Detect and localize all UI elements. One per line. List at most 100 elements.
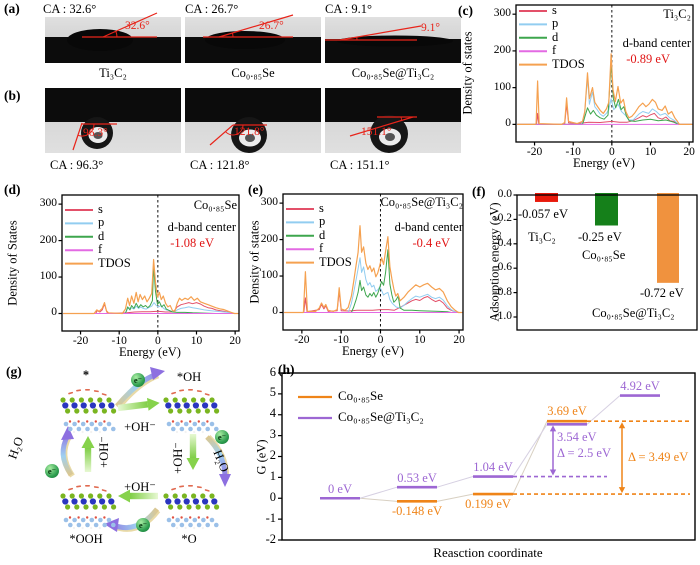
reagent-oh-bottom: +OH⁻ xyxy=(124,480,156,494)
bar-value-co085se: -0.25 eV xyxy=(578,230,622,244)
x-tick-label: 10 xyxy=(644,146,657,158)
electron-label: e⁻ xyxy=(138,519,148,530)
y-tick-label: 0.0 xyxy=(497,188,512,200)
delta-orange: Δ = 3.49 eV xyxy=(628,450,689,464)
y-tick-label: 5 xyxy=(269,385,276,400)
adsorption-bar-canvas xyxy=(513,193,698,331)
ca-label-a2: CA : 26.7° xyxy=(185,2,239,16)
y-tick-label: 200 xyxy=(493,43,511,56)
dos-d-title: Co₀.₈₅Se xyxy=(193,198,237,212)
x-tick-label: 0 xyxy=(377,334,384,346)
ca-label-b2: CA : 121.8° xyxy=(190,158,250,172)
slab-structure-star xyxy=(58,386,117,436)
y-tick-label: -0.8 xyxy=(493,285,512,298)
slab-structure-ooh xyxy=(58,482,117,532)
y-tick-label: -2 xyxy=(265,531,276,546)
dos-co085se-ti3c2-canvas xyxy=(279,193,464,334)
reagent-oh-left: +OH⁻ xyxy=(96,436,111,468)
dos-d-dband-label: d-band center xyxy=(167,220,236,234)
x-tick-label: -10 xyxy=(111,335,127,347)
material-label-co085se: Co₀.₈₅Se xyxy=(231,66,275,80)
delta-purple: Δ = 2.5 eV xyxy=(557,446,611,460)
ca-label-b1: CA : 96.3° xyxy=(50,158,104,172)
legend-co085se: Co₀.₈₅Se xyxy=(338,388,384,403)
angle-value-a3: 9.1° xyxy=(421,22,440,34)
ca-label-a3: CA : 9.1° xyxy=(325,2,373,16)
y-tick-label: 100 xyxy=(260,269,278,282)
legend-item-s: s xyxy=(552,3,557,17)
energy-xlabel: Reasction coordinate xyxy=(433,545,543,560)
y-tick-label: 200 xyxy=(260,232,278,245)
y-tick-label: 1 xyxy=(269,468,276,483)
panel-b-label: (b) xyxy=(4,88,21,103)
legend-item-f: f xyxy=(98,242,103,257)
dos-ti3c2-canvas xyxy=(512,4,694,146)
panel-c-label: (c) xyxy=(458,3,473,18)
step-label-p2: 0.53 eV xyxy=(397,471,437,485)
species-star: * xyxy=(82,368,90,382)
y-tick-label: 100 xyxy=(493,80,511,93)
bubble-photo-co085se: 121.8° xyxy=(185,88,321,153)
x-tick-label: 20 xyxy=(453,334,465,346)
y-tick-label: 100 xyxy=(39,270,57,283)
bubble-photo-ti3c2: 96.3° xyxy=(45,88,181,153)
y-tick-label: -1 xyxy=(265,510,276,525)
y-tick-label: 2 xyxy=(269,448,276,462)
x-tick-label: 10 xyxy=(414,334,426,346)
x-tick-label: -10 xyxy=(565,146,581,158)
droplet-annotation-svg xyxy=(325,25,461,63)
reagent-oh-top: +OH⁻ xyxy=(124,420,156,434)
species-oh: *OH xyxy=(176,370,202,384)
bubble-annotation-svg xyxy=(45,88,181,151)
y-tick-label: -0.6 xyxy=(493,261,512,274)
step-label-p4: 3.54 eV xyxy=(557,430,597,444)
panel-h-free-energy: (h) G (eV) Reasction coordinate Co₀.₈₅Se… xyxy=(250,360,700,565)
free-energy-canvas xyxy=(278,372,696,541)
step-label-o2: -0.148 eV xyxy=(392,504,442,518)
dos-e-dband-value: -0.4 eV xyxy=(412,236,451,250)
step-label-o3: 0.199 eV xyxy=(465,497,511,511)
legend-item-TDOS: TDOS xyxy=(98,255,131,270)
dos-c-xlabel: Energy (eV) xyxy=(573,156,635,170)
dos-co085se-canvas xyxy=(58,194,240,335)
legend-composite: Co₀.₈₅Se@Ti₃C₂ xyxy=(338,409,424,424)
electron-icon: e⁻ xyxy=(45,464,59,478)
y-tick-label: -0.4 xyxy=(493,236,512,249)
electron-icon: e⁻ xyxy=(136,518,150,532)
angle-value-a1: 32.6° xyxy=(125,20,150,32)
ca-label-b3: CA : 151.1° xyxy=(330,158,390,172)
contact-angle-photo-ti3c2: 32.6° xyxy=(45,12,181,63)
y-tick-label: -0.2 xyxy=(493,212,512,225)
slab-structure-oh xyxy=(161,386,220,436)
angle-value-b1: 96.3° xyxy=(83,127,108,139)
reagent-oh-right: +OH⁻ xyxy=(170,442,185,474)
panel-b: (b) 96.3° 121.8° xyxy=(0,87,461,178)
y-tick-label: 0 xyxy=(505,117,511,130)
ca-label-a1: CA : 32.6° xyxy=(43,2,97,16)
slab-structure-svg xyxy=(163,485,220,530)
legend-item-d: d xyxy=(98,228,105,243)
angle-value-b3: 151.1° xyxy=(361,126,392,138)
dos-c-title: Ti₃C₂ xyxy=(663,7,691,21)
panel-g-oer-cycle: (g) xyxy=(0,360,250,565)
bar-material-composite: Co₀.₈₅Se@Ti₃C₂ xyxy=(592,306,675,320)
legend-item-TDOS: TDOS xyxy=(319,254,352,269)
legend-item-f: f xyxy=(552,43,557,58)
y-tick-label: 6 xyxy=(269,364,276,379)
legend-item-s: s xyxy=(98,202,103,216)
legend-item-s: s xyxy=(319,201,324,215)
slab-structure-o xyxy=(161,482,220,532)
electron-label: e⁻ xyxy=(47,465,57,476)
y-tick-label: 300 xyxy=(260,196,278,209)
dos-c-dband-label: d-band center xyxy=(622,36,691,50)
step-label-p1: 0 eV xyxy=(328,482,352,496)
legend-item-p: p xyxy=(552,16,559,31)
electron-icon: e⁻ xyxy=(131,373,145,387)
panel-d-dos-co085se: (d) Co₀.₈₅Se d-band center -1.08 eV Dens… xyxy=(0,178,246,360)
angle-value-a2: 26.7° xyxy=(259,20,284,32)
x-tick-label: -10 xyxy=(333,334,349,346)
x-tick-label: 20 xyxy=(683,146,695,158)
y-tick-label: -1.0 xyxy=(493,310,512,322)
slab-structure-svg xyxy=(60,389,117,434)
